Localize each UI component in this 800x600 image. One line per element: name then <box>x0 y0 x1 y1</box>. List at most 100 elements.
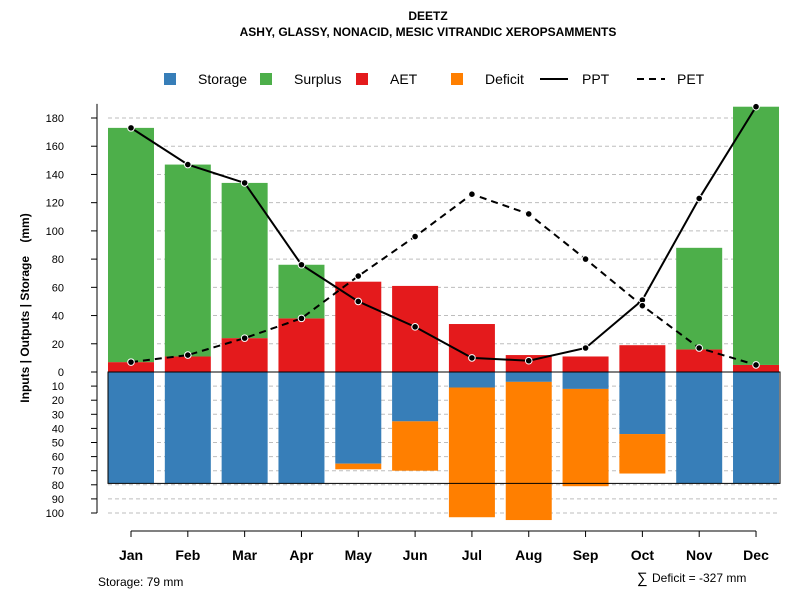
storage-note: Storage: 79 mm <box>98 575 183 589</box>
pet-point-may <box>354 272 363 280</box>
ppt-point-may <box>354 297 363 306</box>
y-tick-label-bottom-40: 40 <box>52 423 64 435</box>
x-tick-label-jul: Jul <box>462 547 482 563</box>
aet-bar-jul <box>448 324 495 372</box>
storage-bar-jun <box>392 372 439 422</box>
x-tick-label-may: May <box>345 547 372 563</box>
aet-bar-feb <box>164 356 211 372</box>
ppt-point-apr <box>297 260 306 269</box>
storage-bar-may <box>335 372 382 464</box>
y-tick-label-bottom-20: 20 <box>52 395 64 407</box>
surplus-bar-nov <box>676 247 723 350</box>
y-tick-label-bottom-100: 100 <box>46 508 64 520</box>
deficit-bar-oct <box>619 434 666 474</box>
aet-bar-apr <box>278 318 325 372</box>
ppt-point-mar <box>240 179 249 187</box>
pet-point-jan <box>127 358 135 366</box>
deficit-note: Deficit = -327 mm <box>652 571 746 585</box>
x-tick-label-feb: Feb <box>175 547 200 563</box>
pet-point-aug <box>524 210 533 218</box>
x-tick-label-aug: Aug <box>515 547 542 563</box>
x-tick-label-mar: Mar <box>232 547 257 563</box>
aet-bar-jan <box>108 362 154 372</box>
y-tick-label-bottom-10: 10 <box>52 381 64 393</box>
pet-point-jul <box>468 190 476 198</box>
pet-point-sep <box>581 255 590 263</box>
y-tick-label-top-160: 160 <box>46 141 64 153</box>
ppt-point-dec <box>752 102 760 111</box>
legend-swatch-deficit <box>451 73 463 85</box>
axes: 0 20 40 60 80 100 120 140 160 180 10 20 30 40 50 60 70 80… <box>46 103 781 563</box>
legend-label-deficit: Deficit <box>485 71 524 87</box>
legend-swatch-storage <box>164 73 176 85</box>
pet-point-mar <box>240 334 249 342</box>
storage-bar-jan <box>108 372 154 484</box>
ppt-point-jul <box>468 354 476 362</box>
aet-bar-may <box>335 281 382 372</box>
x-tick-label-apr: Apr <box>289 547 314 563</box>
legend: Storage Surplus AET Deficit PPT PET <box>164 71 705 87</box>
deficit-bar-jun <box>392 421 439 471</box>
legend-label-surplus: Surplus <box>294 71 341 87</box>
legend-label-pet: PET <box>677 71 705 87</box>
pet-point-nov <box>695 344 704 352</box>
y-tick-label-top-0: 0 <box>58 367 64 379</box>
aet-bar-nov <box>676 349 723 372</box>
storage-bar-oct <box>619 372 666 435</box>
y-tick-label-top-60: 60 <box>52 282 64 294</box>
y-tick-label-top-140: 140 <box>46 169 64 181</box>
ppt-line <box>130 106 757 362</box>
y-tick-label-bottom-80: 80 <box>52 480 64 492</box>
y-tick-label-top-120: 120 <box>46 198 64 210</box>
gridlines <box>108 117 780 514</box>
aet-bar-sep <box>562 356 609 372</box>
y-axis-label: Inputs | Outputs | Storage (mm) <box>18 213 32 402</box>
storage-bar-nov <box>676 372 723 484</box>
x-tick-label-jan: Jan <box>119 547 143 563</box>
x-tick-label-oct: Oct <box>631 547 655 563</box>
legend-label-aet: AET <box>390 71 418 87</box>
ppt-point-sep <box>581 344 590 352</box>
legend-label-ppt: PPT <box>582 71 610 87</box>
x-tick-label-dec: Dec <box>743 547 769 563</box>
pet-point-apr <box>297 314 306 323</box>
y-tick-label-bottom-60: 60 <box>52 452 64 464</box>
y-tick-label-top-180: 180 <box>46 113 64 125</box>
storage-bar-dec <box>733 372 780 484</box>
ppt-point-jan <box>127 124 135 132</box>
legend-swatch-surplus <box>260 73 272 85</box>
pet-point-oct <box>638 301 647 310</box>
x-tick-label-nov: Nov <box>686 547 713 563</box>
y-tick-label-bottom-90: 90 <box>52 494 64 506</box>
y-tick-label-bottom-50: 50 <box>52 438 64 450</box>
ppt-point-jun <box>411 323 419 331</box>
pet-point-feb <box>184 351 192 359</box>
storage-bar-feb <box>164 372 211 484</box>
pet-point-jun <box>411 232 419 241</box>
y-tick-label-top-100: 100 <box>46 226 64 238</box>
series-lines <box>127 102 760 369</box>
legend-swatch-aet <box>356 73 368 85</box>
x-tick-label-sep: Sep <box>573 547 599 563</box>
pet-line <box>130 193 757 366</box>
surplus-bar-dec <box>733 106 780 365</box>
deficit-bar-sep <box>562 388 609 487</box>
deficit-sigma: ∑ <box>637 570 648 587</box>
chart-subtitle: ASHY, GLASSY, NONACID, MESIC VITRANDIC X… <box>240 25 617 39</box>
surplus-bar-apr <box>278 264 325 319</box>
storage-bar-sep <box>562 372 609 389</box>
surplus-bar-jan <box>108 127 154 363</box>
surplus-bar-mar <box>221 182 268 339</box>
y-tick-label-bottom-70: 70 <box>52 466 64 478</box>
y-tick-label-top-20: 20 <box>52 339 64 351</box>
deficit-bar-jul <box>448 387 495 518</box>
x-tick-label-jun: Jun <box>403 547 428 563</box>
y-tick-label-top-80: 80 <box>52 254 64 266</box>
ppt-point-aug <box>524 356 533 365</box>
storage-bar-mar <box>221 372 268 484</box>
storage-bar-apr <box>278 372 325 484</box>
legend-label-storage: Storage <box>198 71 247 87</box>
y-tick-label-bottom-30: 30 <box>52 409 64 421</box>
ppt-point-feb <box>184 160 192 169</box>
